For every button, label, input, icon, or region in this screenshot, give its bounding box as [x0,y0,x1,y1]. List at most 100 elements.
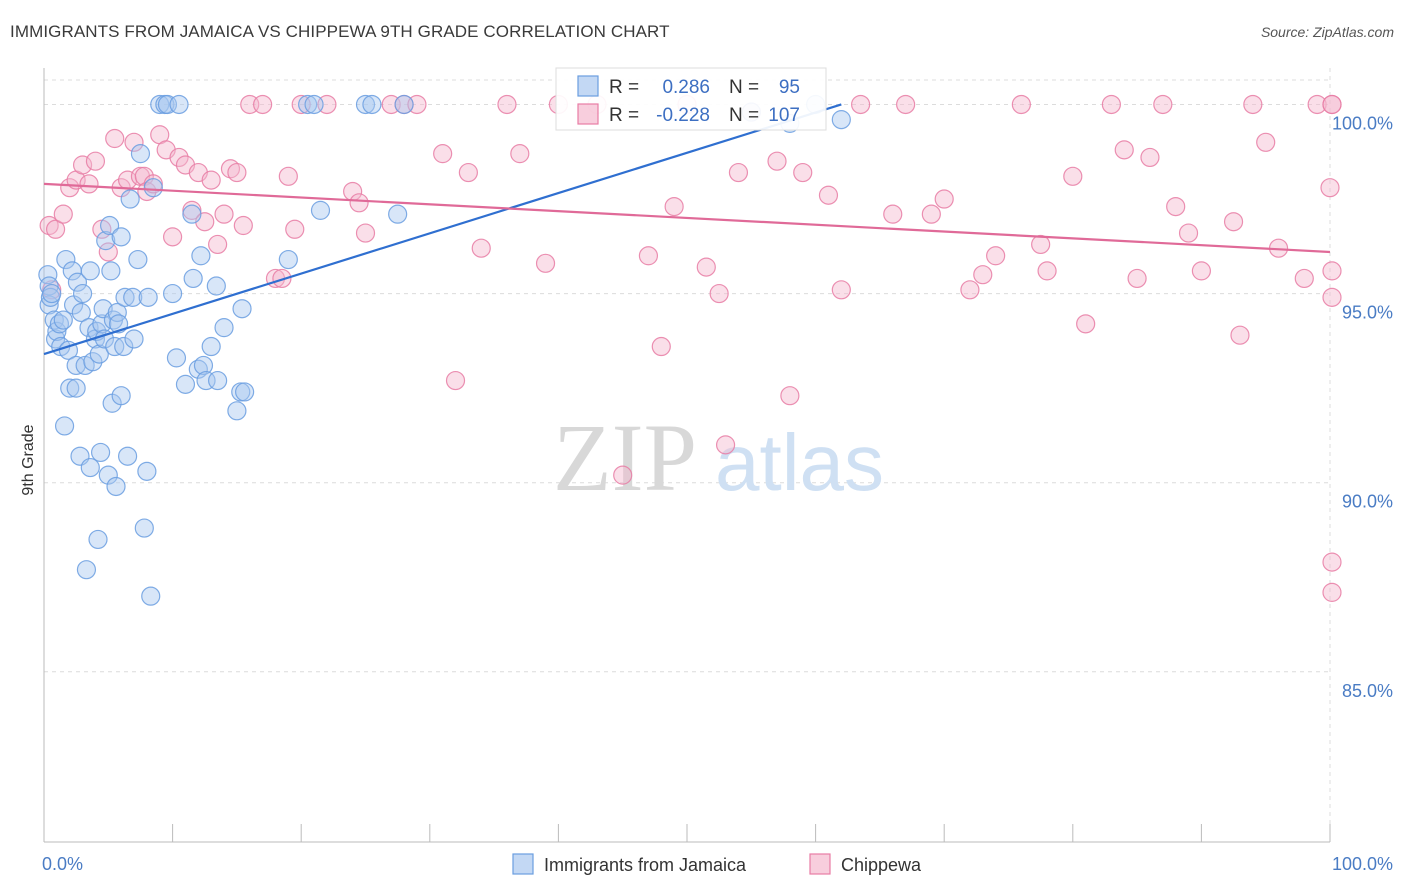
data-point [934,189,954,209]
data-point [60,178,80,198]
y-tick-label: 90.0% [1342,492,1393,512]
data-point [166,348,187,368]
data-point [1101,94,1121,115]
data-point [1322,287,1342,307]
stat-r-value: 0.286 [662,77,710,98]
data-point [80,261,100,281]
data-point [141,586,161,606]
data-point [1322,94,1342,115]
data-point [90,442,111,463]
data-point [394,94,414,115]
data-point [130,144,151,164]
data-point [67,272,88,292]
data-point [163,227,183,247]
data-point [117,446,138,466]
data-point [169,147,189,168]
data-point [1127,268,1147,289]
data-point [106,476,126,497]
data-point [124,132,144,152]
legend-label: Immigrants from Jamaica [544,855,747,875]
data-point [235,382,255,402]
data-point [83,352,103,372]
data-point [137,461,157,481]
data-point [960,280,980,300]
data-point [114,336,134,357]
x-tick-label: 100.0% [1332,854,1393,874]
data-point [138,287,158,307]
data-point [1153,94,1173,115]
stat-legend-box [555,67,827,131]
data-point [471,238,491,258]
data-point [115,287,135,307]
legend-swatch [512,853,534,875]
data-point [76,560,97,580]
data-point [123,287,143,307]
data-point [120,189,140,209]
data-point [96,231,116,251]
watermark-atlas: atlas [715,418,884,507]
data-point [1322,552,1342,572]
data-point [53,204,73,224]
data-point [715,435,736,455]
data-point [272,268,292,289]
x-tick-label: 0.0% [42,854,83,874]
data-point [1230,325,1250,345]
bottom-legend: Immigrants from Jamaica Chippewa [512,853,922,875]
data-point [433,144,453,164]
data-point [201,336,221,357]
data-point [85,151,106,171]
data-point [227,162,247,183]
data-point [53,310,73,330]
data-point [157,94,178,115]
data-point [767,151,787,171]
data-point [111,386,131,406]
data-point [1114,140,1134,160]
stat-n-label: N = [729,105,759,126]
data-point [169,94,189,115]
data-point [445,370,466,391]
data-point [208,234,228,255]
data-point [651,336,671,357]
data-point [105,128,125,149]
trend-line [43,103,842,356]
data-point [201,170,221,190]
data-point [883,204,903,224]
data-point [310,200,331,220]
legend-label: Chippewa [841,855,922,875]
data-point [253,94,273,115]
data-point [780,386,800,406]
y-tick-label: 85.0% [1342,681,1393,701]
axes: 9th Grade [20,68,1331,843]
data-point [278,249,298,270]
data-point [1307,94,1327,115]
data-point [535,253,556,273]
data-point [39,295,59,315]
data-point [188,359,208,379]
data-point [709,283,729,304]
data-point [208,370,228,391]
data-point [986,246,1006,266]
data-point [696,257,716,277]
data-point [1011,94,1031,115]
data-point [1076,314,1096,334]
data-point [206,276,226,296]
data-point [298,94,318,115]
data-point [163,283,183,304]
data-point [1320,178,1340,198]
data-point [80,457,100,478]
data-point [45,219,66,239]
data-point [1037,261,1057,281]
chart-title: IMMIGRANTS FROM JAMAICA VS CHIPPEWA 9TH … [10,22,670,41]
stat-r-label: R = [609,77,639,98]
data-point [66,378,86,398]
stat-n-label: N = [729,77,759,98]
y-tick-label: 100.0% [1332,113,1393,133]
data-point [831,280,851,300]
data-point [54,416,75,436]
trend-lines [43,103,1331,356]
data-point [150,94,170,115]
data-point [56,249,76,270]
data-point [47,321,67,342]
data-point [458,162,478,183]
data-point [1166,196,1186,217]
